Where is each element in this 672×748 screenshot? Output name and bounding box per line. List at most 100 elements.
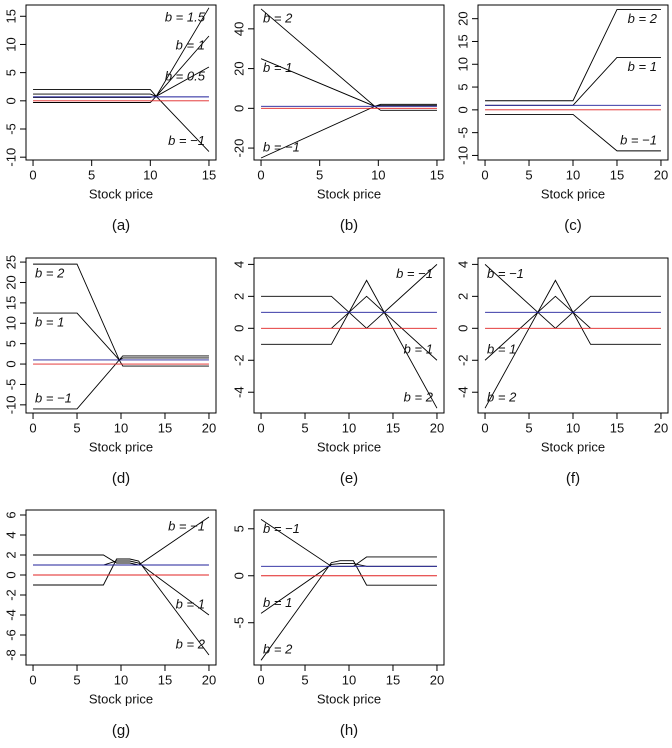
x-axis-label: Stock price [541, 439, 605, 454]
panel: 0 5 10 15 -10 -5 0 5 10 15 Stock price (a) b = 1.5 b … [3, 4, 217, 234]
x-tick-label: 0 [481, 420, 488, 435]
series-line [33, 516, 210, 566]
series-label: b = −1 [168, 518, 205, 533]
panel: 0 5 10 15 20 -10 -5 0 5 10 15 20 Stock price (c) b = 2… [455, 4, 669, 234]
plot-frame [253, 4, 445, 161]
y-tick-label: 5 [455, 83, 470, 90]
x-tick-label: 0 [29, 167, 36, 182]
x-axis-label: Stock price [89, 186, 153, 201]
panel-caption: (f) [566, 470, 580, 487]
x-tick-label: 15 [202, 167, 216, 182]
x-tick-label: 10 [371, 167, 385, 182]
x-tick-label: 5 [525, 167, 532, 182]
x-tick-label: 20 [430, 672, 444, 687]
series-line [485, 9, 661, 102]
y-tick-label: 40 [231, 22, 246, 36]
x-tick-label: 10 [342, 672, 356, 687]
x-tick-label: 10 [114, 420, 128, 435]
y-tick-label: 2 [3, 551, 18, 558]
x-tick-label: 5 [73, 420, 80, 435]
series-label: b = 2 [263, 10, 293, 25]
series-label: b = −1 [263, 139, 300, 154]
x-tick-label: 15 [386, 672, 400, 687]
x-tick-label: 0 [257, 672, 264, 687]
y-tick-label: 20 [455, 11, 470, 25]
y-tick-label: 10 [455, 57, 470, 71]
x-tick-label: 15 [610, 420, 624, 435]
y-tick-label: 10 [3, 316, 18, 330]
plot-frame [25, 4, 217, 161]
panel-caption: (d) [112, 470, 130, 487]
y-tick-label: 15 [3, 296, 18, 310]
x-tick-label: 0 [257, 420, 264, 435]
y-tick-label: -4 [3, 609, 18, 621]
y-tick-label: -5 [3, 379, 18, 391]
x-tick-label: 15 [430, 167, 444, 182]
y-tick-label: -5 [3, 123, 18, 135]
y-tick-label: 4 [231, 261, 246, 268]
y-tick-label: -2 [3, 589, 18, 601]
series-label: b = 2 [404, 390, 434, 405]
x-tick-label: 0 [29, 672, 36, 687]
y-tick-label: 0 [3, 360, 18, 367]
panel-caption: (e) [340, 470, 358, 487]
y-tick-label: -10 [455, 146, 470, 165]
series-label: b = 1.5 [165, 9, 206, 24]
x-axis-label: Stock price [317, 439, 381, 454]
y-tick-label: 5 [3, 340, 18, 347]
y-tick-label: 0 [231, 105, 246, 112]
y-tick-label: -10 [3, 395, 18, 414]
series-label: b = 2 [487, 390, 517, 405]
x-tick-label: 10 [114, 672, 128, 687]
series-label: b = 1 [487, 342, 516, 357]
panel: 0 5 10 15 20 -4 -2 0 2 4 Stock price (f) b = −1 b = 1… [455, 257, 669, 487]
panel-caption: (h) [340, 722, 358, 739]
y-tick-label: 15 [455, 34, 470, 48]
series-label: b = 1 [176, 37, 205, 52]
series-label: b = 0.5 [165, 68, 206, 83]
series-label: b = 2 [628, 11, 658, 26]
x-tick-label: 15 [158, 420, 172, 435]
y-tick-label: 2 [455, 293, 470, 300]
x-tick-label: 20 [654, 167, 668, 182]
series-label: b = −1 [168, 133, 205, 148]
y-tick-label: -8 [3, 649, 18, 661]
series-label: b = 1 [628, 59, 657, 74]
y-tick-label: 0 [3, 571, 18, 578]
series-label: b = −1 [396, 266, 433, 281]
y-tick-label: -4 [231, 386, 246, 398]
panel-caption: (a) [112, 217, 130, 234]
y-tick-label: 5 [231, 525, 246, 532]
y-tick-label: -10 [3, 148, 18, 167]
panel-caption: (g) [112, 722, 130, 739]
y-tick-label: 15 [3, 9, 18, 23]
y-tick-label: -6 [3, 629, 18, 641]
y-tick-label: 4 [3, 531, 18, 538]
x-tick-label: 10 [342, 420, 356, 435]
x-tick-label: 5 [316, 167, 323, 182]
x-tick-label: 0 [257, 167, 264, 182]
panel: 0 5 10 15 20 -8 -6 -4 -2 0 2 4 6 Stock price (g) b = −1… [3, 509, 217, 739]
panel: 0 5 10 15 -20 0 20 40 Stock price (b) b = 2 b = 1 b … [231, 4, 445, 234]
y-tick-label: 4 [455, 261, 470, 268]
x-tick-label: 15 [386, 420, 400, 435]
y-tick-label: 2 [231, 293, 246, 300]
x-tick-label: 5 [525, 420, 532, 435]
y-tick-label: -5 [231, 617, 246, 629]
series-line [485, 113, 661, 152]
series-label: b = 1 [404, 342, 433, 357]
series-label: b = −1 [487, 266, 524, 281]
series-line [33, 95, 210, 152]
x-tick-label: 10 [566, 420, 580, 435]
x-tick-label: 0 [29, 420, 36, 435]
y-tick-label: 6 [3, 511, 18, 518]
x-tick-label: 5 [73, 672, 80, 687]
x-tick-label: 15 [610, 167, 624, 182]
series-label: b = 1 [176, 596, 205, 611]
series-line [33, 558, 210, 656]
panel: 0 5 10 15 20 -5 0 5 Stock price (h) b = −1 b = 1 b =… [231, 509, 445, 739]
series-label: b = −1 [263, 521, 300, 536]
x-tick-label: 5 [88, 167, 95, 182]
x-axis-label: Stock price [89, 439, 153, 454]
